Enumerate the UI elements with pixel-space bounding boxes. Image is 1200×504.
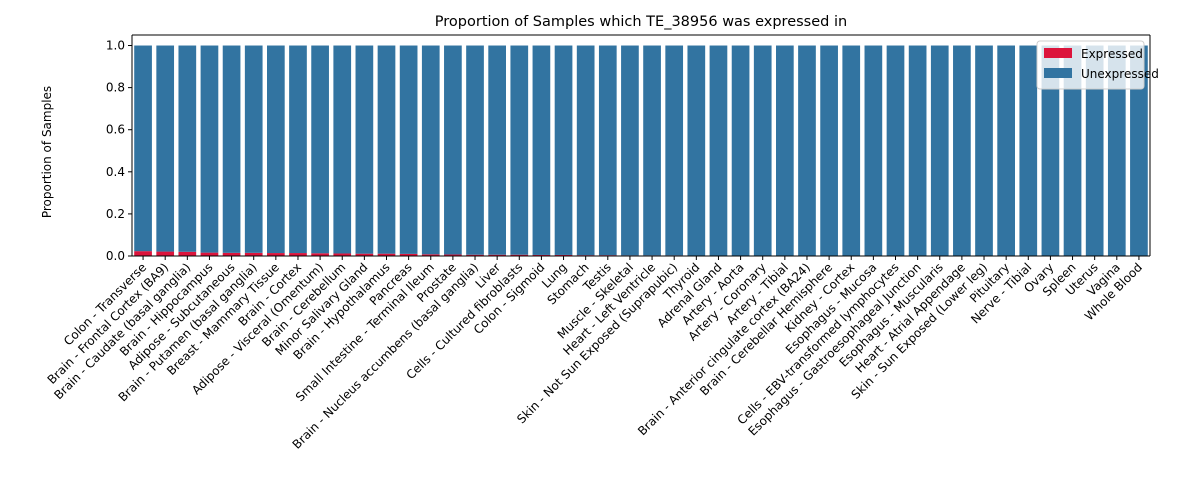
bar-unexpressed-artery-coronary [753, 45, 772, 256]
bar-expressed-brain-putamen-basal-ganglia [244, 252, 263, 256]
bar-expressed-brain-hippocampus [200, 252, 219, 256]
bar-unexpressed-pancreas [399, 45, 418, 254]
bar-unexpressed-pituitary [997, 45, 1015, 256]
y-tick-label: 0.8 [106, 81, 125, 95]
bar-unexpressed-esophagus-muscularis [930, 45, 949, 256]
y-axis-label: Proportion of Samples [40, 86, 54, 218]
bar-unexpressed-brain-hypothalamus [377, 45, 396, 254]
bar-expressed-breast-mammary-tissue [267, 253, 285, 256]
bar-expressed-prostate [444, 254, 462, 256]
bar-unexpressed-ovary [1041, 45, 1060, 256]
bar-unexpressed-kidney-cortex [842, 45, 861, 256]
bar-unexpressed-artery-aorta [731, 45, 750, 256]
bar-unexpressed-adipose-visceral-omentum [311, 45, 329, 254]
bar-expressed-brain-nucleus-accumbens-basal-ganglia [466, 254, 484, 256]
bar-expressed-brain-frontal-cortex-ba9 [156, 251, 175, 256]
legend-swatch-unexpressed [1044, 68, 1072, 78]
y-tick-label: 0.2 [106, 207, 125, 221]
bar-unexpressed-cells-cultured-fibroblasts [510, 45, 529, 255]
bar-expressed-cells-cultured-fibroblasts [510, 254, 529, 256]
chart-title: Proportion of Samples which TE_38956 was… [435, 14, 847, 30]
bar-unexpressed-colon-sigmoid [532, 45, 551, 255]
bars-layer [134, 45, 1148, 256]
bar-unexpressed-brain-hippocampus [200, 45, 219, 253]
bar-expressed-brain-caudate-basal-ganglia [178, 251, 197, 256]
bar-unexpressed-brain-frontal-cortex-ba9 [156, 45, 175, 252]
y-tick-label: 0.0 [106, 249, 125, 263]
bar-unexpressed-uterus [1085, 45, 1104, 256]
bar-unexpressed-small-intestine-terminal-ileum [421, 45, 440, 255]
bar-unexpressed-esophagus-gastroesophageal-junction [908, 45, 927, 256]
bar-unexpressed-skin-sun-exposed-lower-leg [975, 45, 993, 256]
legend: Expressed Unexpressed [1036, 40, 1159, 90]
legend-label-unexpressed: Unexpressed [1081, 67, 1159, 81]
bar-unexpressed-brain-caudate-basal-ganglia [178, 45, 197, 252]
bar-unexpressed-nerve-tibial [1019, 45, 1038, 256]
legend-swatch-expressed [1044, 48, 1072, 58]
bar-unexpressed-adrenal-gland [709, 45, 728, 256]
bar-unexpressed-muscle-skeletal [621, 45, 639, 256]
bar-expressed-brain-cortex [289, 253, 307, 256]
bar-unexpressed-prostate [444, 45, 462, 255]
bar-unexpressed-liver [488, 45, 506, 255]
bar-unexpressed-brain-anterior-cingulate-cortex-ba24 [798, 45, 816, 256]
y-tick-label: 0.4 [106, 165, 125, 179]
y-tick-label: 1.0 [106, 39, 125, 53]
bar-unexpressed-stomach [576, 45, 595, 256]
bar-expressed-brain-cerebellum [333, 253, 352, 256]
bar-unexpressed-brain-cortex [289, 45, 307, 254]
bar-expressed-pancreas [399, 253, 418, 256]
bar-expressed-brain-hypothalamus [377, 253, 396, 256]
bar-unexpressed-colon-transverse [134, 45, 152, 252]
bar-unexpressed-testis [598, 45, 617, 256]
bar-unexpressed-adipose-subcutaneous [222, 45, 241, 253]
bar-expressed-liver [488, 254, 506, 256]
y-tick-label: 0.6 [106, 123, 125, 137]
bar-unexpressed-brain-cerebellum [333, 45, 352, 254]
bar-unexpressed-cells-ebv-transformed-lymphocytes [886, 45, 905, 256]
bar-unexpressed-lung [554, 45, 573, 255]
bar-unexpressed-heart-atrial-appendage [953, 45, 971, 256]
bar-unexpressed-breast-mammary-tissue [267, 45, 285, 254]
bar-unexpressed-spleen [1063, 45, 1082, 256]
bar-unexpressed-minor-salivary-gland [355, 45, 374, 254]
bar-expressed-adipose-subcutaneous [222, 252, 241, 256]
bar-expressed-colon-sigmoid [532, 254, 551, 256]
bar-unexpressed-brain-nucleus-accumbens-basal-ganglia [466, 45, 484, 255]
bar-expressed-adipose-visceral-omentum [311, 253, 329, 256]
bar-unexpressed-artery-tibial [776, 45, 794, 256]
bar-unexpressed-heart-left-ventricle [643, 45, 661, 256]
bar-unexpressed-whole-blood [1130, 45, 1148, 256]
bar-unexpressed-esophagus-mucosa [864, 45, 883, 256]
bar-unexpressed-vagina [1107, 45, 1126, 256]
bar-expressed-small-intestine-terminal-ileum [421, 254, 440, 256]
bar-unexpressed-brain-putamen-basal-ganglia [244, 45, 263, 253]
bar-expressed-minor-salivary-gland [355, 253, 374, 256]
bar-expressed-colon-transverse [134, 251, 152, 256]
bar-unexpressed-thyroid [687, 45, 706, 256]
bar-unexpressed-brain-cerebellar-hemisphere [820, 45, 838, 256]
bar-expressed-lung [554, 254, 573, 256]
bar-unexpressed-skin-not-sun-exposed-suprapubic [665, 45, 684, 256]
legend-label-expressed: Expressed [1081, 47, 1143, 61]
